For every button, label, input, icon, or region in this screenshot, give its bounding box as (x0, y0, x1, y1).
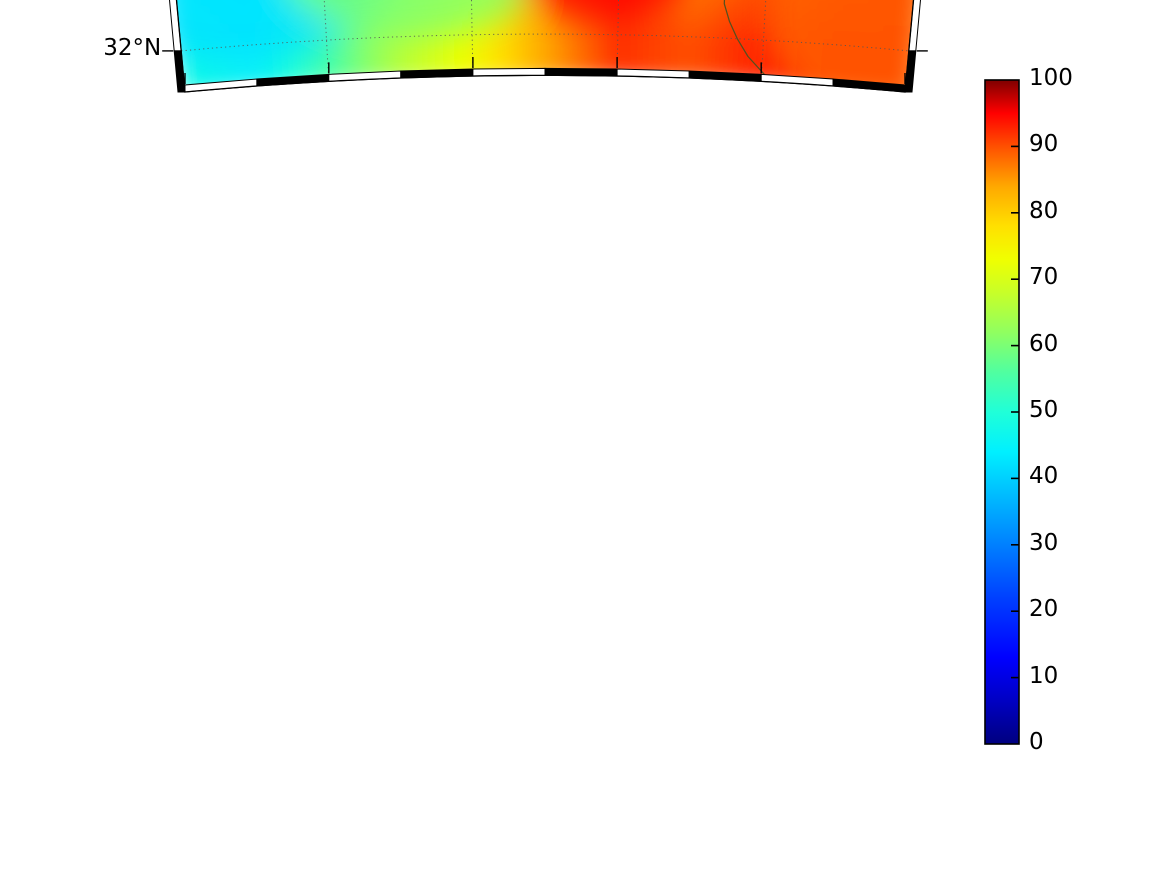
colorbar-tick-label: 60 (1029, 330, 1059, 357)
colorbar-ticks (1011, 145, 1019, 679)
colorbar-tick-label: 90 (1029, 131, 1059, 158)
colorbar[interactable] (983, 78, 1023, 746)
graticule-gridlines (181, 0, 909, 82)
colorbar-tick-label: 10 (1029, 662, 1059, 689)
colorbar-tick-label: 40 (1029, 463, 1059, 490)
colorbar-tick-label: 30 (1029, 529, 1059, 556)
colorbar-tick-label: 20 (1029, 596, 1059, 623)
colorbar-tick-label: 80 (1029, 197, 1059, 224)
map-frame (169, 0, 921, 93)
lat-tick-label: 32°N (103, 34, 162, 61)
colorbar-tick-label: 0 (1029, 729, 1044, 755)
scalar-field-layer (124, 0, 966, 92)
colorbar-tick-label: 100 (1029, 65, 1073, 91)
axis-ticks (162, 50, 928, 84)
colorbar-tick-label: 70 (1029, 264, 1059, 291)
colorbar-tick-label: 50 (1029, 397, 1059, 423)
